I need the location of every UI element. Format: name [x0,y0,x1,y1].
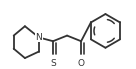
Text: S: S [50,59,56,68]
Text: O: O [78,59,85,68]
Text: N: N [36,33,42,42]
